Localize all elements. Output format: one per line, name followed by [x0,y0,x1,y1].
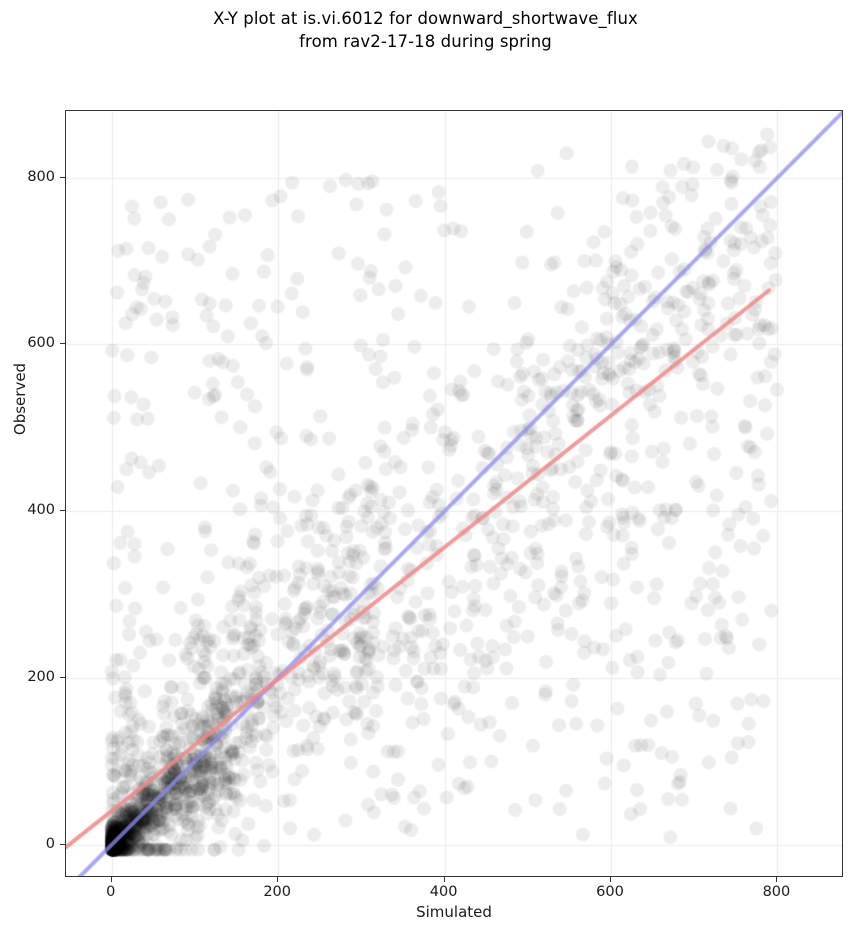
x-axis-title: Simulated [416,903,492,921]
x-tick-label: 400 [429,884,458,900]
y-tick-mark [60,343,65,345]
y-tick-mark [60,510,65,512]
y-tick-mark [60,676,65,678]
page-title: X-Y plot at is.vi.6012 for downward_shor… [213,9,638,51]
y-tick-label: 600 [27,335,55,352]
y-axis-title: Observed [11,362,29,436]
y-tick-label: 0 [45,835,55,852]
x-tick-mark [277,877,279,882]
y-tick-label: 800 [27,168,55,185]
x-tick-label: 600 [596,884,624,900]
y-tick-mark [60,843,65,845]
x-tick-label: 0 [106,884,116,900]
x-tick-label: 800 [762,884,791,900]
plot-panel [65,110,843,877]
x-tick-label: 200 [263,884,292,900]
x-tick-mark [776,877,778,882]
y-tick-label: 200 [27,668,55,685]
y-tick-mark [60,176,65,178]
x-tick-mark [443,877,445,882]
y-tick-label: 400 [27,502,55,519]
x-tick-mark [610,877,612,882]
scatter-canvas [66,111,842,876]
x-tick-mark [110,877,112,882]
